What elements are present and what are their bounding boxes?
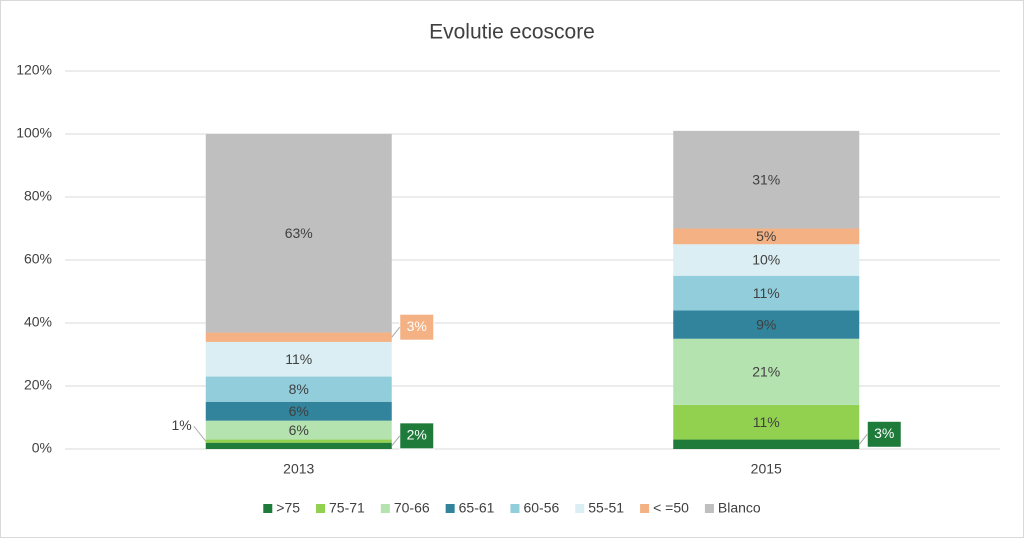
data-label: 6%	[289, 403, 309, 419]
y-tick-label: 20%	[24, 377, 52, 393]
data-label: 11%	[753, 414, 780, 430]
data-label: 8%	[289, 381, 309, 397]
bar-segment	[205, 332, 392, 342]
y-tick-label: 120%	[16, 62, 52, 78]
legend-label: 70-66	[394, 500, 430, 516]
chart-title: Evolutie ecoscore	[429, 21, 595, 44]
bar-segment	[673, 244, 860, 276]
y-tick-label: 100%	[16, 125, 52, 141]
data-label: 3%	[874, 425, 894, 441]
legend-label: 65-61	[459, 500, 495, 516]
callout-leader	[858, 433, 868, 445]
bar-segment	[673, 130, 860, 229]
callout-box	[399, 313, 435, 341]
data-label: 31%	[752, 171, 780, 187]
legend-label: 60-56	[523, 500, 559, 516]
y-tick-label: 60%	[24, 251, 52, 267]
legend-label: 55-51	[588, 500, 624, 516]
data-label: 9%	[756, 316, 776, 332]
legend-swatch	[640, 504, 650, 513]
callout-leader	[391, 435, 401, 447]
legend-swatch	[510, 504, 520, 513]
data-label: 5%	[756, 228, 776, 244]
data-label: 63%	[285, 225, 313, 241]
bar-segment	[673, 275, 860, 311]
legend-label: 75-71	[329, 500, 365, 516]
legend-label: < =50	[653, 500, 689, 516]
callout-leader	[391, 326, 401, 338]
data-label: 11%	[753, 285, 780, 301]
bar-segment	[205, 420, 392, 440]
bar-segment	[673, 310, 860, 339]
data-label: 1%	[172, 417, 192, 433]
data-label: 10%	[752, 252, 780, 268]
data-label: 11%	[285, 351, 312, 367]
y-tick-label: 80%	[24, 188, 52, 204]
callout-box	[866, 420, 902, 448]
bar-segment	[205, 401, 392, 421]
data-label: 2%	[407, 427, 427, 443]
legend-swatch	[704, 504, 714, 513]
legend-label: >75	[276, 500, 300, 516]
y-tick-label: 0%	[32, 440, 52, 456]
legend-swatch	[380, 504, 390, 513]
data-label: 6%	[289, 422, 309, 438]
bar-segment	[673, 404, 860, 440]
y-tick-label: 40%	[24, 314, 52, 330]
bar-segment	[205, 134, 392, 333]
data-label: 21%	[752, 364, 780, 380]
callout-leader	[193, 425, 207, 442]
legend-swatch	[445, 504, 455, 513]
bar-segment	[205, 376, 392, 402]
legend-swatch	[575, 504, 585, 513]
legend-label: Blanco	[718, 500, 761, 516]
bar-segment	[205, 442, 392, 449]
bar-segment	[205, 439, 392, 443]
legend-swatch	[316, 504, 326, 513]
x-tick-label: 2015	[751, 461, 782, 477]
x-tick-label: 2013	[283, 461, 314, 477]
legend-swatch	[263, 504, 273, 513]
bar-segment	[673, 228, 860, 245]
data-label: 3%	[407, 318, 427, 334]
bar-segment	[205, 341, 392, 377]
bar-segment	[673, 439, 860, 449]
bar-segment	[673, 338, 860, 405]
